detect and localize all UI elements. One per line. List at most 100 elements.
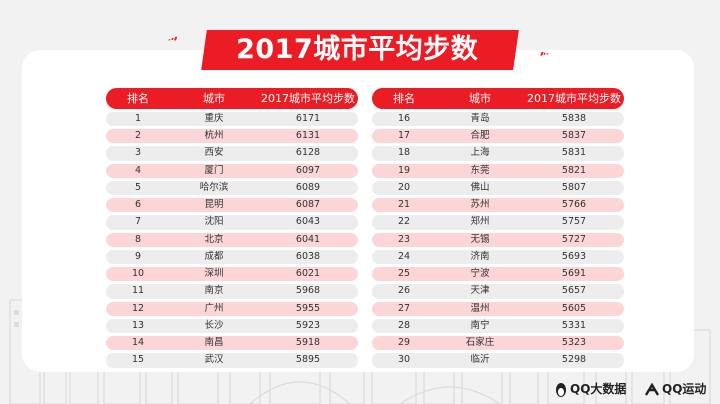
city-cell: 南京 bbox=[204, 285, 224, 297]
rank-cell: 1 bbox=[134, 112, 142, 124]
city-cell: 无锡 bbox=[470, 233, 490, 245]
steps-cell: 5838 bbox=[561, 112, 587, 124]
chart-title: 2017城市平均步数TOP30 bbox=[201, 30, 519, 105]
steps-cell: 5831 bbox=[561, 147, 587, 159]
rank-cell: 4 bbox=[134, 164, 142, 176]
rank-cell: 27 bbox=[397, 302, 411, 314]
table-row: 23 无锡 5727 bbox=[372, 232, 624, 247]
table-row: 27 温州 5605 bbox=[372, 301, 624, 316]
table-row: 6 昆明 6087 bbox=[106, 198, 358, 213]
steps-cell: 6171 bbox=[295, 112, 321, 124]
steps-cell: 5727 bbox=[561, 233, 587, 245]
table-row: 10 深圳 6021 bbox=[106, 267, 358, 282]
header-steps: 2017城市平均步数 bbox=[527, 92, 621, 105]
city-cell: 北京 bbox=[204, 233, 224, 245]
rank-cell: 21 bbox=[397, 199, 411, 211]
table-row: 22 郑州 5757 bbox=[372, 215, 624, 230]
rank-cell: 12 bbox=[131, 302, 145, 314]
table-row: 3 西安 6128 bbox=[106, 146, 358, 161]
header-city: 城市 bbox=[203, 92, 225, 105]
rank-cell: 24 bbox=[397, 250, 411, 262]
steps-cell: 5923 bbox=[295, 319, 321, 331]
steps-cell: 6128 bbox=[295, 147, 321, 159]
rank-cell: 14 bbox=[131, 336, 145, 348]
table-row: 8 北京 6041 bbox=[106, 232, 358, 247]
city-cell: 武汉 bbox=[204, 354, 224, 366]
steps-cell: 6043 bbox=[295, 216, 321, 228]
city-cell: 南宁 bbox=[470, 319, 490, 331]
header-steps: 2017城市平均步数 bbox=[261, 92, 355, 105]
city-cell: 东莞 bbox=[470, 164, 490, 176]
rank-cell: 6 bbox=[134, 199, 142, 211]
city-cell: 青岛 bbox=[470, 112, 490, 124]
table-row: 17 合肥 5837 bbox=[372, 129, 624, 144]
steps-cell: 6021 bbox=[295, 268, 321, 280]
rank-cell: 16 bbox=[397, 112, 411, 124]
rank-cell: 30 bbox=[397, 354, 411, 366]
city-cell: 沈阳 bbox=[204, 216, 224, 228]
table-row: 13 长沙 5923 bbox=[106, 318, 358, 334]
rank-cell: 13 bbox=[131, 319, 145, 331]
steps-cell: 5955 bbox=[295, 302, 321, 314]
city-cell: 苏州 bbox=[470, 199, 490, 211]
ranking-table-left: 排名 城市 2017城市平均步数 1 重庆 6171 2 杭州 6131 3 西安 6128 4 厦… bbox=[106, 88, 358, 368]
steps-cell: 5298 bbox=[561, 354, 587, 366]
table-row: 28 南宁 5331 bbox=[372, 318, 624, 334]
steps-cell: 6087 bbox=[295, 199, 321, 211]
city-cell: 佛山 bbox=[470, 181, 490, 193]
city-cell: 广州 bbox=[204, 302, 224, 314]
steps-cell: 5821 bbox=[561, 164, 587, 176]
steps-cell: 6038 bbox=[295, 250, 321, 262]
rank-cell: 28 bbox=[397, 319, 411, 331]
city-cell: 深圳 bbox=[204, 268, 224, 280]
steps-cell: 5918 bbox=[295, 336, 321, 348]
city-cell: 西安 bbox=[204, 147, 224, 159]
city-cell: 郑州 bbox=[470, 216, 490, 228]
steps-cell: 6097 bbox=[295, 164, 321, 176]
rank-cell: 7 bbox=[134, 216, 142, 228]
steps-cell: 5766 bbox=[561, 199, 587, 211]
table-row: 19 东莞 5821 bbox=[372, 163, 624, 178]
city-cell: 济南 bbox=[470, 250, 490, 262]
rank-cell: 23 bbox=[397, 233, 411, 245]
steps-cell: 6131 bbox=[295, 130, 321, 142]
city-cell: 昆明 bbox=[204, 199, 224, 211]
header-rank: 排名 bbox=[393, 92, 415, 105]
city-cell: 长沙 bbox=[204, 319, 224, 331]
qq-big-data-logo: QQ大数据 bbox=[554, 380, 626, 398]
rank-cell: 5 bbox=[134, 181, 142, 193]
table-row: 11 南京 5968 bbox=[106, 284, 358, 299]
rank-cell: 11 bbox=[131, 285, 145, 297]
steps-cell: 6089 bbox=[295, 181, 321, 193]
city-cell: 上海 bbox=[470, 147, 490, 159]
city-cell: 宁波 bbox=[470, 268, 490, 280]
table-row: 30 临沂 5298 bbox=[372, 353, 624, 368]
rank-cell: 22 bbox=[397, 216, 411, 228]
steps-cell: 5968 bbox=[295, 285, 321, 297]
table-row: 15 武汉 5895 bbox=[106, 353, 358, 368]
qq-big-data-text: QQ大数据 bbox=[570, 382, 627, 396]
table-row: 12 广州 5955 bbox=[106, 301, 358, 316]
city-cell: 重庆 bbox=[204, 112, 224, 124]
header-city: 城市 bbox=[469, 92, 491, 105]
rank-cell: 26 bbox=[397, 285, 411, 297]
table-row: 18 上海 5831 bbox=[372, 146, 624, 161]
table-row: 14 南昌 5918 bbox=[106, 335, 358, 351]
city-cell: 厦门 bbox=[204, 164, 224, 176]
rank-cell: 29 bbox=[397, 336, 411, 348]
rank-cell: 3 bbox=[134, 147, 142, 159]
steps-cell: 5691 bbox=[561, 268, 587, 280]
city-cell: 温州 bbox=[470, 302, 490, 314]
rank-cell: 8 bbox=[134, 233, 142, 245]
table-header: 排名 城市 2017城市平均步数 bbox=[372, 88, 624, 109]
table-row: 20 佛山 5807 bbox=[372, 180, 624, 196]
rank-cell: 19 bbox=[397, 164, 411, 176]
steps-cell: 5837 bbox=[561, 130, 587, 142]
city-cell: 合肥 bbox=[470, 130, 490, 142]
table-row: 2 杭州 6131 bbox=[106, 129, 358, 144]
steps-cell: 5323 bbox=[561, 336, 587, 348]
steps-cell: 5657 bbox=[561, 285, 587, 297]
table-row: 26 天津 5657 bbox=[372, 284, 624, 299]
table-row: 1 重庆 6171 bbox=[106, 111, 358, 127]
steps-cell: 5895 bbox=[295, 354, 321, 366]
